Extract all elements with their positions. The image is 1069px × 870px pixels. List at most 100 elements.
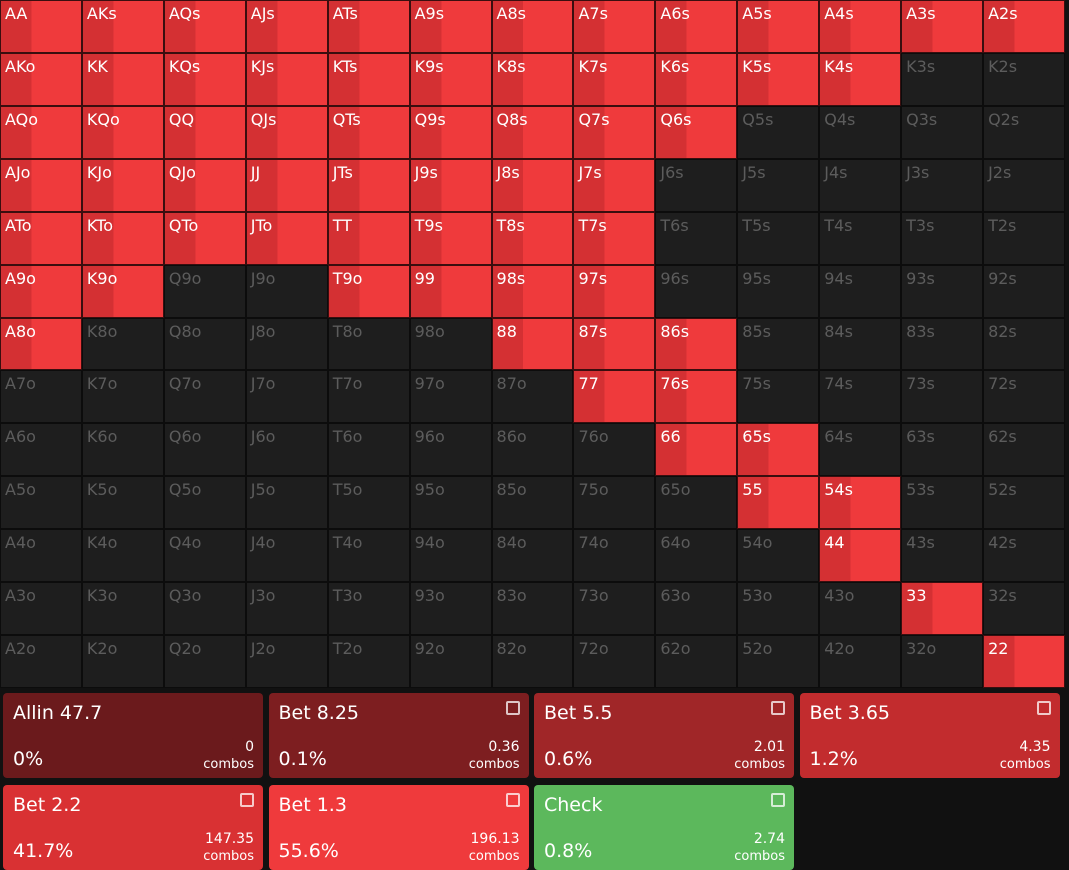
hand-cell[interactable]: Q9s bbox=[409, 105, 492, 159]
hand-cell[interactable]: J5s bbox=[737, 158, 820, 212]
hand-cell[interactable]: 93s bbox=[901, 264, 984, 318]
hand-cell[interactable]: A2o bbox=[0, 635, 82, 688]
hand-cell[interactable]: QTo bbox=[163, 211, 246, 265]
hand-cell[interactable]: T6s bbox=[655, 211, 738, 265]
hand-cell[interactable]: A9o bbox=[0, 264, 82, 318]
hand-cell[interactable]: J6s bbox=[655, 158, 738, 212]
hand-cell[interactable]: 95o bbox=[409, 476, 492, 530]
hand-cell[interactable]: 96s bbox=[655, 264, 738, 318]
hand-cell[interactable]: Q3o bbox=[163, 582, 246, 636]
hand-cell[interactable]: T2s bbox=[983, 211, 1065, 265]
hand-cell[interactable]: A4s bbox=[819, 0, 902, 53]
hand-cell[interactable]: 99 bbox=[409, 264, 492, 318]
hand-cell[interactable]: 75s bbox=[737, 370, 820, 424]
hand-cell[interactable]: J3s bbox=[901, 158, 984, 212]
hand-cell[interactable]: T7s bbox=[573, 211, 656, 265]
hand-cell[interactable]: T7o bbox=[327, 370, 410, 424]
hand-cell[interactable]: T9s bbox=[409, 211, 492, 265]
hand-cell[interactable]: J8s bbox=[491, 158, 574, 212]
hand-cell[interactable]: 54s bbox=[819, 476, 902, 530]
hand-cell[interactable]: 32o bbox=[901, 635, 984, 688]
hand-cell[interactable]: Q3s bbox=[901, 105, 984, 159]
hand-cell[interactable]: K7s bbox=[573, 52, 656, 106]
hand-cell[interactable]: 42s bbox=[983, 529, 1065, 583]
hand-cell[interactable]: A3o bbox=[0, 582, 82, 636]
details-icon[interactable] bbox=[771, 701, 785, 715]
hand-cell[interactable]: T8s bbox=[491, 211, 574, 265]
hand-cell[interactable]: A6o bbox=[0, 423, 82, 477]
hand-cell[interactable]: JTs bbox=[327, 158, 410, 212]
hand-cell[interactable]: K5s bbox=[737, 52, 820, 106]
hand-cell[interactable]: Q6s bbox=[655, 105, 738, 159]
hand-cell[interactable]: 43o bbox=[819, 582, 902, 636]
hand-cell[interactable]: K5o bbox=[81, 476, 164, 530]
hand-cell[interactable]: KTs bbox=[327, 52, 410, 106]
hand-cell[interactable]: K6o bbox=[81, 423, 164, 477]
hand-cell[interactable]: Q8o bbox=[163, 317, 246, 371]
hand-cell[interactable]: 82s bbox=[983, 317, 1065, 371]
hand-cell[interactable]: 97o bbox=[409, 370, 492, 424]
hand-cell[interactable]: K8o bbox=[81, 317, 164, 371]
hand-cell[interactable]: 74o bbox=[573, 529, 656, 583]
hand-cell[interactable]: T9o bbox=[327, 264, 410, 318]
hand-cell[interactable]: JTo bbox=[245, 211, 328, 265]
hand-cell[interactable]: 55 bbox=[737, 476, 820, 530]
action-card[interactable]: Bet 2.2 41.7% 147.35 combos bbox=[3, 785, 263, 870]
hand-cell[interactable]: A4o bbox=[0, 529, 82, 583]
hand-cell[interactable]: J4s bbox=[819, 158, 902, 212]
hand-cell[interactable]: 32s bbox=[983, 582, 1065, 636]
hand-cell[interactable]: 98o bbox=[409, 317, 492, 371]
hand-cell[interactable]: 83o bbox=[491, 582, 574, 636]
hand-cell[interactable]: J8o bbox=[245, 317, 328, 371]
details-icon[interactable] bbox=[1036, 701, 1051, 715]
hand-cell[interactable]: Q4o bbox=[163, 529, 246, 583]
hand-cell[interactable]: 84o bbox=[491, 529, 574, 583]
hand-cell[interactable]: T6o bbox=[327, 423, 410, 477]
hand-cell[interactable]: 65o bbox=[655, 476, 738, 530]
hand-cell[interactable]: 33 bbox=[901, 582, 984, 636]
hand-cell[interactable]: T2o bbox=[327, 635, 410, 688]
hand-cell[interactable]: 86s bbox=[655, 317, 738, 371]
hand-cell[interactable]: 22 bbox=[983, 635, 1065, 688]
hand-cell[interactable]: Q9o bbox=[163, 264, 246, 318]
hand-cell[interactable]: AQs bbox=[163, 0, 246, 53]
hand-cell[interactable]: 83s bbox=[901, 317, 984, 371]
hand-cell[interactable]: 54o bbox=[737, 529, 820, 583]
hand-cell[interactable]: A9s bbox=[409, 0, 492, 53]
hand-cell[interactable]: 97s bbox=[573, 264, 656, 318]
hand-cell[interactable]: 92s bbox=[983, 264, 1065, 318]
hand-cell[interactable]: K4o bbox=[81, 529, 164, 583]
hand-cell[interactable]: 52o bbox=[737, 635, 820, 688]
hand-cell[interactable]: 75o bbox=[573, 476, 656, 530]
hand-cell[interactable]: 65s bbox=[737, 423, 820, 477]
hand-cell[interactable]: 94s bbox=[819, 264, 902, 318]
hand-cell[interactable]: A2s bbox=[983, 0, 1065, 53]
hand-cell[interactable]: Q4s bbox=[819, 105, 902, 159]
hand-cell[interactable]: 73s bbox=[901, 370, 984, 424]
action-card[interactable]: Allin 47.7 0% 0 combos bbox=[3, 693, 263, 778]
hand-cell[interactable]: KJo bbox=[81, 158, 164, 212]
hand-cell[interactable]: 66 bbox=[655, 423, 738, 477]
hand-cell[interactable]: QQ bbox=[163, 105, 246, 159]
hand-cell[interactable]: Q7o bbox=[163, 370, 246, 424]
details-icon[interactable] bbox=[505, 701, 520, 715]
hand-cell[interactable]: 87s bbox=[573, 317, 656, 371]
hand-cell[interactable]: AKo bbox=[0, 52, 82, 106]
hand-cell[interactable]: T4s bbox=[819, 211, 902, 265]
hand-cell[interactable]: J4o bbox=[245, 529, 328, 583]
hand-cell[interactable]: T3o bbox=[327, 582, 410, 636]
hand-cell[interactable]: Q7s bbox=[573, 105, 656, 159]
hand-cell[interactable]: Q6o bbox=[163, 423, 246, 477]
hand-cell[interactable]: QTs bbox=[327, 105, 410, 159]
action-card[interactable]: Bet 1.3 55.6% 196.13 combos bbox=[268, 785, 529, 870]
hand-cell[interactable]: Q5o bbox=[163, 476, 246, 530]
hand-cell[interactable]: T5o bbox=[327, 476, 410, 530]
hand-cell[interactable]: A7o bbox=[0, 370, 82, 424]
hand-cell[interactable]: QJo bbox=[163, 158, 246, 212]
hand-cell[interactable]: K9o bbox=[81, 264, 164, 318]
hand-cell[interactable]: KQs bbox=[163, 52, 246, 106]
hand-cell[interactable]: T3s bbox=[901, 211, 984, 265]
action-card[interactable]: Bet 3.65 1.2% 4.35 combos bbox=[799, 693, 1060, 778]
hand-cell[interactable]: 64o bbox=[655, 529, 738, 583]
hand-cell[interactable]: 72s bbox=[983, 370, 1065, 424]
